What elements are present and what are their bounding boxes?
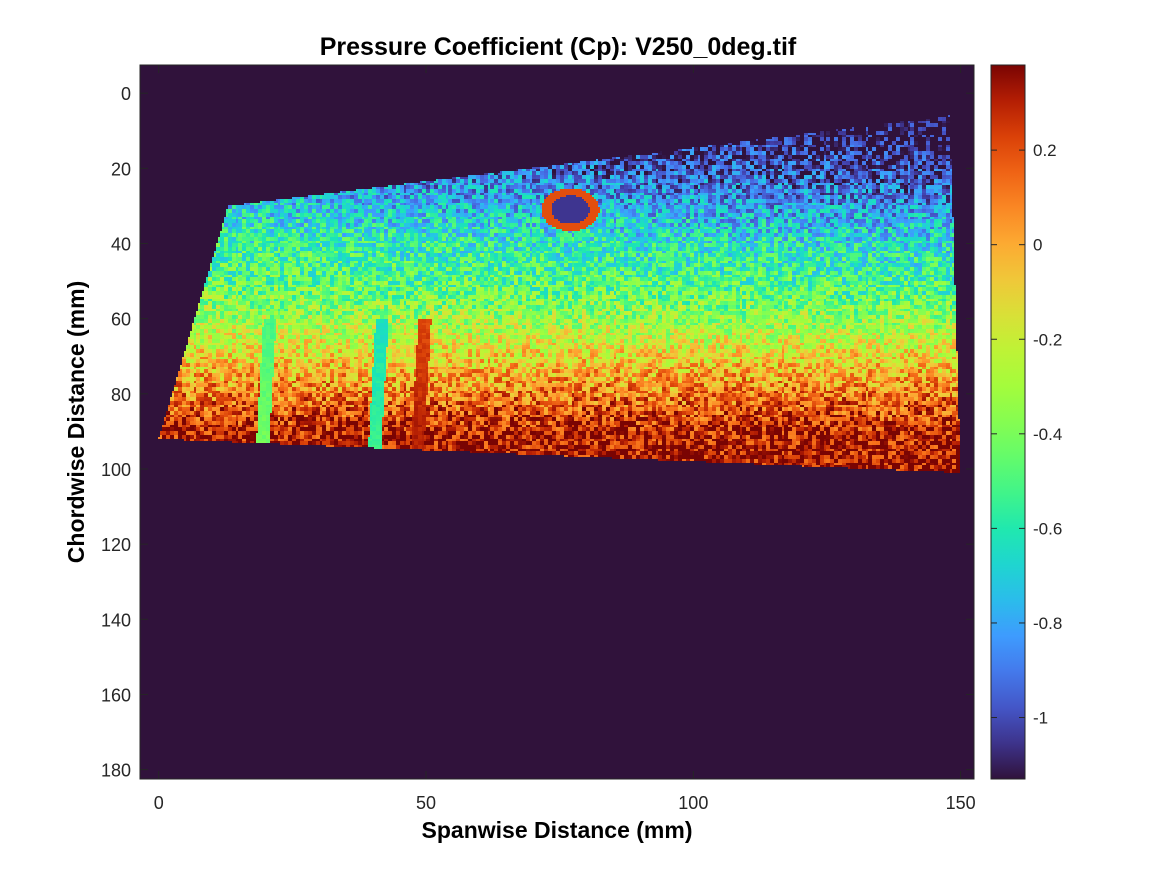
x-tick-label: 0 [154, 793, 164, 813]
plot-area [139, 64, 975, 780]
plot-frame [139, 64, 975, 780]
x-tick-label: 50 [416, 793, 436, 813]
colorbar-gradient [990, 64, 1026, 780]
y-tick-label: 0 [121, 84, 131, 104]
colorbar-tick-label: -1 [1033, 709, 1048, 728]
y-axis-ticks: 0 20 40 60 80 100 120 140 160 180 [101, 84, 974, 781]
colorbar-ticks: 0.2 0 -0.2 -0.4 -0.6 -0.8 -1 [991, 141, 1062, 728]
x-axis-label: Spanwise Distance (mm) [422, 817, 693, 843]
colorbar-tick-label: 0.2 [1033, 141, 1057, 160]
colorbar-tick-label: -0.6 [1033, 519, 1062, 538]
colorbar-tick-label: -0.8 [1033, 614, 1062, 633]
y-tick-label: 140 [101, 610, 131, 630]
y-tick-label: 160 [101, 685, 131, 705]
y-tick-label: 180 [101, 761, 131, 781]
y-tick-label: 120 [101, 535, 131, 555]
colorbar: 0.2 0 -0.2 -0.4 -0.6 -0.8 -1 [990, 64, 1062, 780]
chart-title: Pressure Coefficient (Cp): V250_0deg.tif [320, 33, 797, 61]
y-axis-label: Chordwise Distance (mm) [63, 281, 89, 563]
colorbar-tick-label: -0.2 [1033, 330, 1062, 349]
x-tick-label: 100 [678, 793, 708, 813]
x-axis-ticks: 0 50 100 150 [154, 65, 976, 813]
y-tick-label: 60 [111, 310, 131, 330]
colorbar-tick-label: -0.4 [1033, 425, 1062, 444]
colorbar-tick-label: 0 [1033, 236, 1042, 255]
x-tick-label: 150 [946, 793, 976, 813]
cp-field-image [140, 65, 974, 779]
y-tick-label: 40 [111, 235, 131, 255]
y-tick-label: 80 [111, 385, 131, 405]
y-tick-label: 100 [101, 460, 131, 480]
y-tick-label: 20 [111, 159, 131, 179]
